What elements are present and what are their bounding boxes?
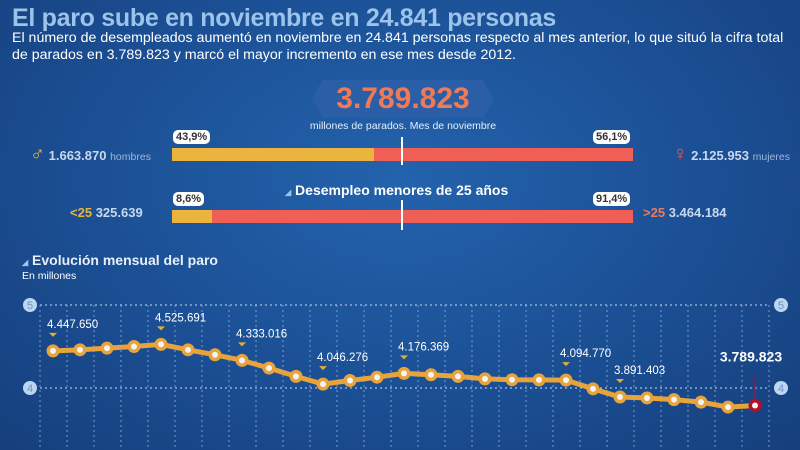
under25-pct: 8,6% bbox=[173, 192, 205, 206]
data-label: 3.891.403 bbox=[614, 365, 665, 377]
label-marker bbox=[319, 366, 327, 371]
page-title: El paro sube en noviembre en 24.841 pers… bbox=[12, 4, 556, 32]
men-share-fill bbox=[172, 148, 375, 161]
data-point-center bbox=[698, 399, 704, 406]
men-value: 1.663.870 bbox=[48, 148, 107, 163]
center-line bbox=[401, 137, 403, 165]
headline-caption: millones de parados. Mes de noviembre bbox=[309, 120, 497, 132]
men-pct: 43,9% bbox=[173, 130, 211, 144]
label-marker bbox=[562, 362, 570, 367]
data-point-center bbox=[347, 377, 353, 384]
male-symbol-icon: ♂ bbox=[30, 143, 45, 165]
data-label: 4.525.691 bbox=[155, 312, 206, 324]
under25-share-fill bbox=[172, 210, 212, 223]
data-point-center bbox=[482, 375, 488, 382]
men-stat: ♂ 1.663.870 hombres bbox=[30, 143, 151, 166]
chart-title-text: Evolución mensual del paro bbox=[32, 252, 218, 268]
data-point-center bbox=[131, 343, 137, 350]
data-point-center bbox=[401, 370, 407, 377]
data-point-center bbox=[212, 351, 218, 358]
female-symbol-icon: ♀ bbox=[672, 143, 688, 165]
data-label: 4.176.369 bbox=[398, 341, 449, 353]
triangle-icon: ◢ bbox=[22, 258, 29, 267]
over25-label: >25 bbox=[643, 205, 666, 220]
data-label: 4.333.016 bbox=[236, 328, 287, 340]
chart-subtitle: En millones bbox=[22, 270, 77, 282]
triangle-icon: ◢ bbox=[285, 188, 292, 197]
data-point-center bbox=[563, 377, 569, 384]
y-tick-label: 5 bbox=[27, 300, 33, 312]
data-point-center bbox=[239, 357, 245, 364]
data-label: 4.094.770 bbox=[560, 348, 611, 360]
data-point-center bbox=[104, 345, 110, 352]
y-tick-label: 4 bbox=[27, 383, 33, 395]
y-tick-badge bbox=[774, 298, 788, 312]
y-tick-label: 5 bbox=[778, 300, 784, 312]
data-label: 4.447.650 bbox=[47, 319, 98, 331]
y-tick-label: 4 bbox=[778, 383, 784, 395]
over25-stat: >25 3.464.184 bbox=[643, 205, 727, 220]
under25-stat: <25 325.639 bbox=[70, 205, 143, 220]
data-point-center bbox=[158, 341, 164, 348]
y-tick-badge bbox=[23, 381, 37, 395]
data-point-center bbox=[536, 376, 542, 383]
women-pct: 56,1% bbox=[593, 130, 631, 144]
data-point-center bbox=[50, 347, 56, 354]
over25-value: 3.464.184 bbox=[668, 205, 727, 220]
data-label: 3.789.823 bbox=[720, 348, 782, 364]
data-point-center bbox=[320, 381, 326, 388]
center-line bbox=[401, 200, 403, 230]
label-marker bbox=[49, 332, 57, 337]
y-tick-badge bbox=[23, 298, 37, 312]
men-label: hombres bbox=[110, 151, 151, 163]
youth-title: ◢ Desempleo menores de 25 años bbox=[285, 182, 508, 198]
label-marker bbox=[616, 379, 624, 384]
data-point-center bbox=[752, 402, 758, 409]
data-point-center bbox=[617, 394, 623, 401]
youth-title-text: Desempleo menores de 25 años bbox=[295, 182, 509, 198]
data-point-center bbox=[374, 374, 380, 381]
data-point-center bbox=[590, 385, 596, 392]
data-point-center bbox=[509, 376, 515, 383]
data-point-center bbox=[185, 346, 191, 353]
women-label: mujeres bbox=[752, 151, 790, 163]
data-point-center bbox=[266, 365, 272, 372]
over25-pct: 91,4% bbox=[593, 192, 631, 206]
women-stat: ♀ 2.125.953 mujeres bbox=[620, 143, 790, 166]
data-point-center bbox=[77, 346, 83, 353]
description: El número de desempleados aumentó en nov… bbox=[12, 30, 784, 63]
data-label: 4.046.276 bbox=[317, 352, 368, 364]
data-point-center bbox=[671, 396, 677, 403]
headline-value: 3.789.823 bbox=[336, 82, 470, 115]
women-value: 2.125.953 bbox=[691, 148, 750, 163]
chart-title: ◢ Evolución mensual del paro bbox=[22, 252, 218, 268]
data-point-center bbox=[725, 404, 731, 411]
y-tick-badge bbox=[774, 381, 788, 395]
under25-value: 325.639 bbox=[95, 205, 143, 220]
data-point-center bbox=[455, 373, 461, 380]
data-point-center bbox=[293, 373, 299, 380]
under25-label: <25 bbox=[70, 205, 93, 220]
label-marker bbox=[400, 355, 408, 360]
label-marker bbox=[238, 342, 246, 347]
headline-box bbox=[312, 80, 494, 118]
label-marker bbox=[157, 326, 165, 331]
data-point-center bbox=[644, 394, 650, 401]
data-point-center bbox=[428, 371, 434, 378]
